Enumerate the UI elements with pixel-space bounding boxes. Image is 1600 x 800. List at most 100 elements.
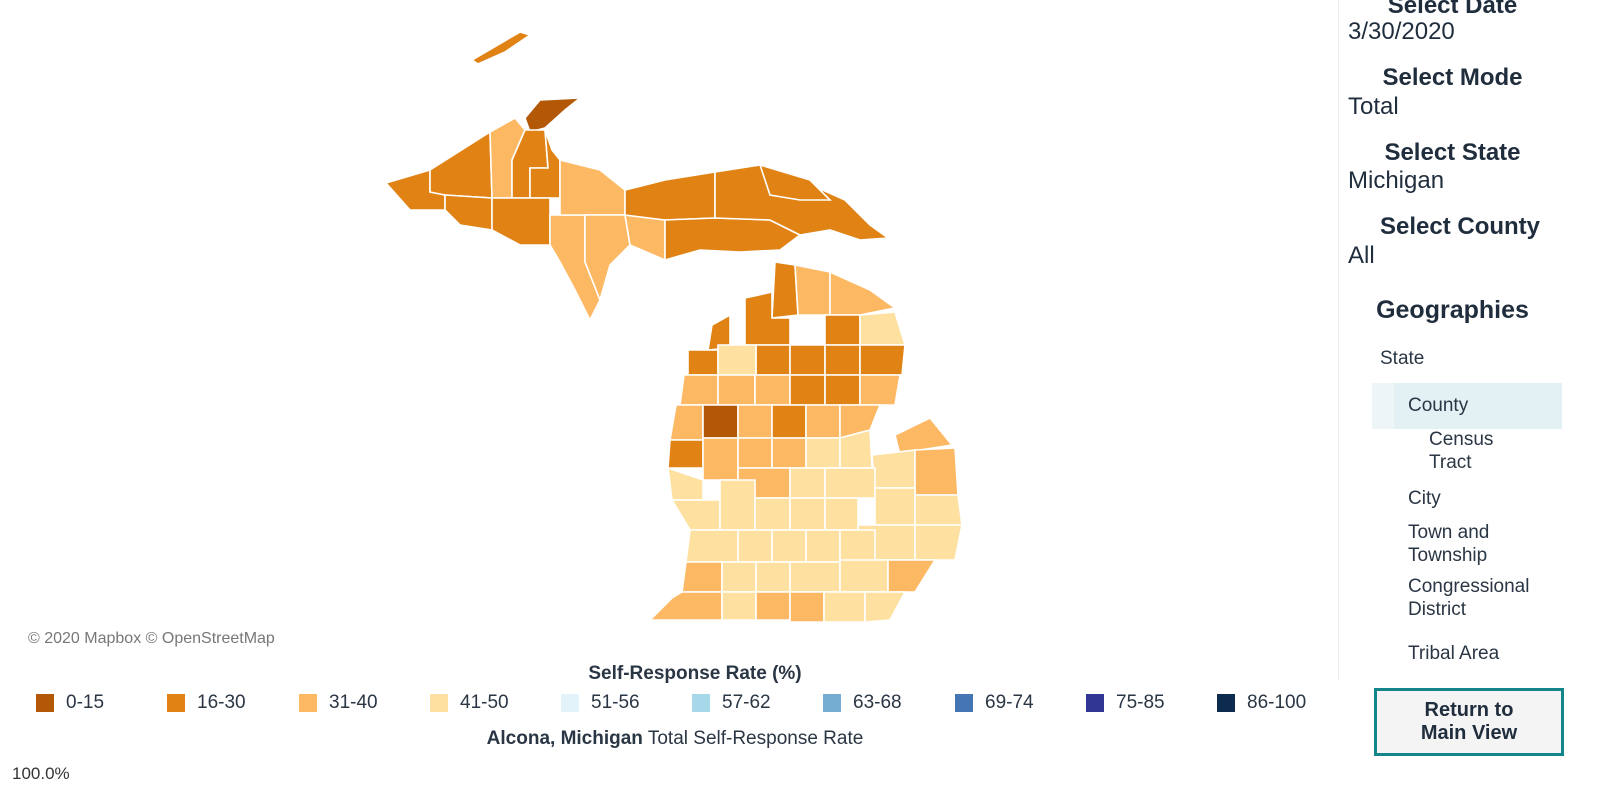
select-county-value[interactable]: All — [1348, 242, 1375, 269]
county-saginaw[interactable] — [824, 467, 876, 499]
county-midland[interactable] — [805, 437, 841, 469]
county-allegan[interactable] — [685, 529, 739, 563]
geo-selected-marker — [1372, 383, 1394, 429]
caption-place: Alcona, Michigan — [486, 728, 643, 749]
county-shiawassee[interactable] — [824, 497, 859, 531]
county-wexford[interactable] — [717, 374, 756, 406]
select-state-value[interactable]: Michigan — [1348, 167, 1445, 194]
county-ogemaw[interactable] — [824, 374, 861, 406]
county-keweenaw[interactable] — [524, 97, 583, 133]
select-date-label: Select Date — [1387, 0, 1518, 19]
county-sanilac[interactable] — [914, 447, 959, 496]
county-oscoda[interactable] — [824, 344, 861, 376]
county-clinton[interactable] — [789, 497, 826, 531]
county-jackson[interactable] — [789, 561, 841, 593]
geo-item-town-township[interactable]: Town and Township — [1408, 521, 1489, 567]
geo-item-congress-line1: Congressional — [1408, 576, 1530, 597]
map-area[interactable]: © 2020 Mapbox © OpenStreetMap Self-Respo… — [0, 0, 1340, 800]
county-benzie[interactable] — [687, 349, 719, 376]
county-osceola[interactable] — [737, 404, 773, 439]
county-roscommon[interactable] — [789, 374, 826, 406]
county-gratiot[interactable] — [789, 467, 826, 499]
county-grand-traverse[interactable] — [717, 344, 757, 376]
geo-item-census-tract[interactable]: Census Tract — [1429, 428, 1493, 474]
county-missaukee[interactable] — [754, 374, 791, 406]
legend-item: 41-50 — [430, 692, 509, 714]
county-oceana[interactable] — [667, 439, 704, 469]
county-ingham[interactable] — [805, 529, 841, 563]
county-branch[interactable] — [789, 591, 825, 623]
county-calhoun[interactable] — [755, 561, 791, 593]
county-st-joseph[interactable] — [755, 591, 791, 621]
geo-item-city[interactable]: City — [1408, 488, 1441, 509]
county-kent[interactable] — [719, 479, 756, 531]
county-schoolcraft[interactable] — [624, 214, 666, 262]
county-alcona[interactable] — [859, 344, 906, 376]
county-genesee[interactable] — [874, 487, 916, 526]
map-attribution[interactable]: © 2020 Mapbox © OpenStreetMap — [28, 630, 275, 647]
geo-item-congressional-district[interactable]: Congressional District — [1408, 575, 1529, 621]
legend-label: 86-100 — [1247, 692, 1307, 713]
county-cass[interactable] — [721, 591, 757, 621]
legend-item: 69-74 — [955, 692, 1034, 714]
county-lake[interactable] — [702, 404, 739, 439]
county-cheboygan[interactable] — [794, 264, 831, 316]
county-ontonagon[interactable] — [429, 130, 493, 199]
county-clare[interactable] — [771, 404, 807, 439]
county-newaygo[interactable] — [702, 437, 739, 481]
county-mecosta[interactable] — [737, 437, 773, 469]
panel-divider — [1338, 0, 1339, 680]
county-manistee[interactable] — [679, 374, 719, 406]
county-presque-isle[interactable] — [829, 270, 897, 316]
county-muskegon[interactable] — [667, 466, 704, 501]
return-button-line1: Return to — [1424, 699, 1514, 721]
county-lenawee[interactable] — [864, 591, 907, 623]
county-berrien[interactable] — [648, 591, 723, 621]
legend-label: 75-85 — [1116, 692, 1165, 713]
county-macomb[interactable] — [914, 524, 963, 561]
county-gladwin[interactable] — [805, 404, 841, 439]
county-iosco[interactable] — [859, 374, 901, 406]
select-mode-value[interactable]: Total — [1348, 93, 1399, 120]
county-eaton[interactable] — [771, 529, 807, 563]
county-antrim[interactable] — [755, 344, 791, 376]
county-emmet[interactable] — [771, 261, 799, 319]
county-iron[interactable] — [444, 194, 493, 231]
county-lapeer[interactable] — [914, 494, 963, 526]
county-dickinson[interactable] — [491, 197, 551, 246]
county-alpena[interactable] — [859, 311, 907, 346]
legend-swatch — [692, 694, 710, 712]
county-luce[interactable] — [624, 171, 716, 221]
county-tuscola[interactable] — [871, 449, 916, 489]
geo-item-state[interactable]: State — [1380, 348, 1425, 369]
control-panel: Select Date 3/30/2020 Select Mode Total … — [1340, 0, 1600, 800]
county-otsego[interactable] — [789, 344, 826, 376]
select-date-value[interactable]: 3/30/2020 — [1348, 18, 1455, 45]
rate-value: 100.0% — [12, 764, 70, 783]
county-ottawa[interactable] — [670, 499, 721, 531]
county-ionia[interactable] — [754, 497, 791, 531]
county-isle-royale[interactable] — [470, 31, 532, 65]
geo-item-county[interactable]: County — [1408, 395, 1469, 416]
county-washtenaw[interactable] — [839, 559, 889, 593]
michigan-county-map[interactable] — [0, 0, 1340, 660]
return-to-main-view-button[interactable]: Return to Main View — [1374, 688, 1564, 756]
geo-item-tribal-area[interactable]: Tribal Area — [1408, 643, 1500, 664]
county-hillsdale[interactable] — [823, 591, 866, 623]
county-wayne[interactable] — [887, 559, 937, 593]
legend-label: 69-74 — [985, 692, 1034, 713]
county-van-buren[interactable] — [681, 561, 723, 593]
county-isabella[interactable] — [771, 437, 807, 469]
legend-swatch — [561, 694, 579, 712]
county-mason[interactable] — [669, 404, 704, 441]
county-kalamazoo[interactable] — [721, 561, 757, 593]
geo-item-census-tract-line1: Census — [1429, 429, 1494, 450]
legend-item: 86-100 — [1217, 692, 1306, 714]
county-montmorency[interactable] — [824, 314, 861, 346]
county-livingston[interactable] — [839, 529, 876, 563]
legend-swatch — [1086, 694, 1104, 712]
county-alger[interactable] — [559, 158, 626, 216]
legend-label: 16-30 — [197, 692, 246, 713]
county-chippewa-east[interactable] — [758, 163, 832, 201]
county-barry[interactable] — [737, 529, 773, 563]
